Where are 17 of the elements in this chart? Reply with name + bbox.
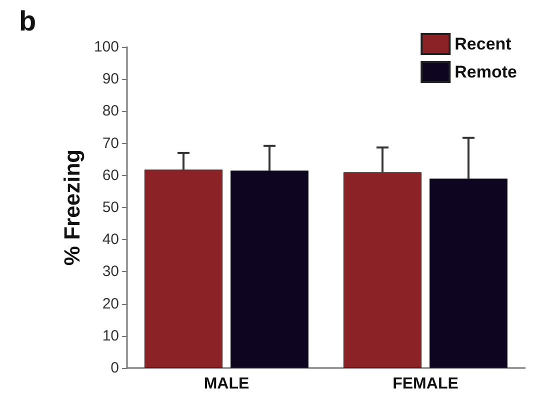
y-tick-label: 80 [102,102,119,120]
y-tick-label: 100 [94,38,119,56]
x-tick-label: MALE [204,376,250,392]
y-tick-label: 30 [102,263,119,280]
x-tick-label: FEMALE [392,376,459,392]
y-tick-label: 60 [102,166,119,184]
y-axis-title: % Freezing [60,149,85,266]
y-tick-label: 20 [102,295,119,312]
y-tick-label: 40 [102,231,119,248]
chart-title: b [19,6,36,36]
y-tick-label: 10 [102,327,119,344]
y-tick-label: 0 [110,360,119,376]
legend-label: Recent [454,34,512,54]
y-tick-label: 90 [102,70,119,88]
y-tick-label: 70 [102,134,119,152]
legend-label: Remote [454,62,518,82]
y-tick-label: 50 [102,199,119,216]
